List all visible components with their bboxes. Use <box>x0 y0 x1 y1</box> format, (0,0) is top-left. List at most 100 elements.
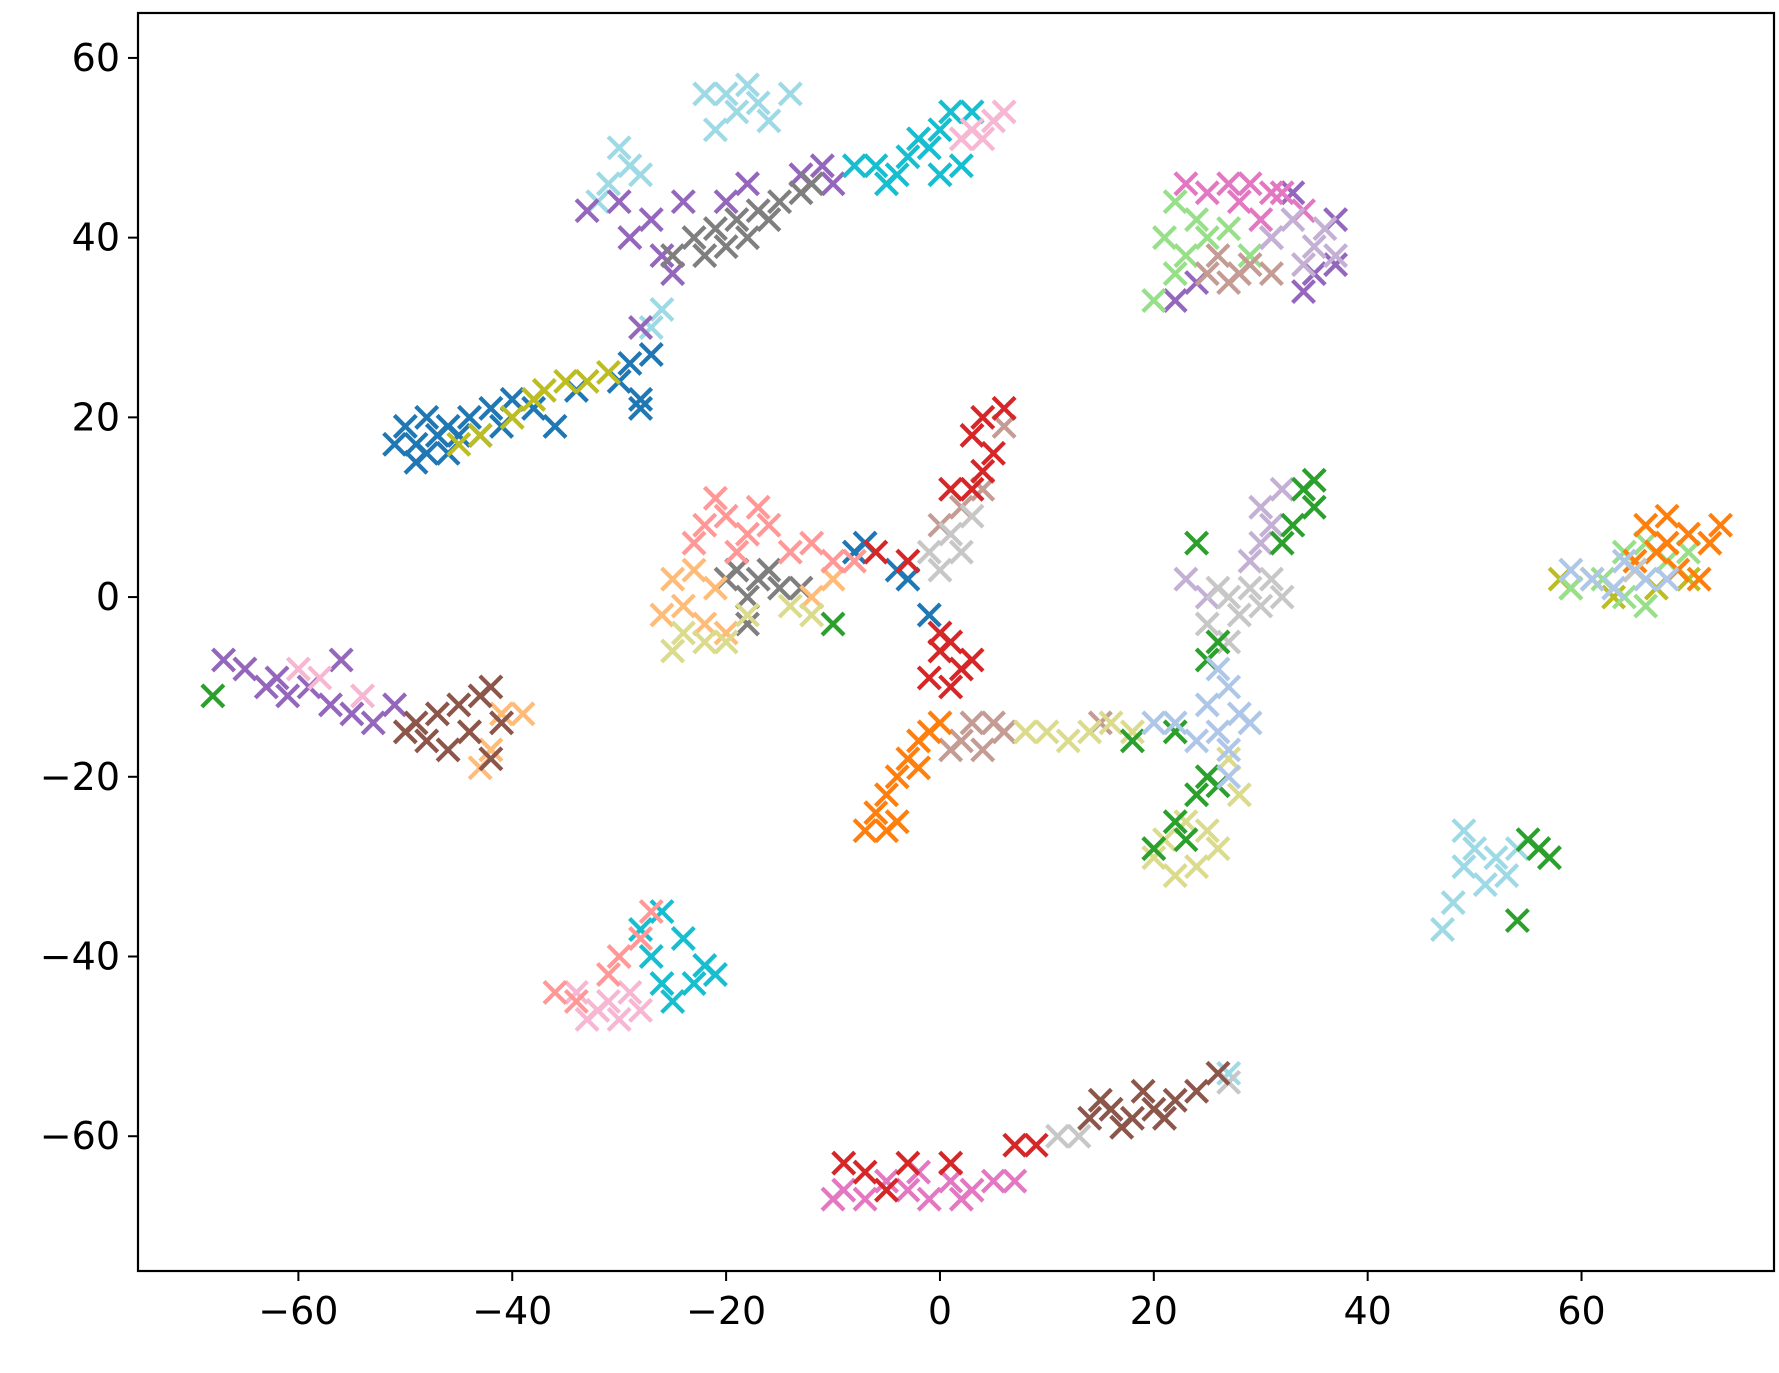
data-point <box>1162 261 1188 287</box>
data-point <box>959 422 985 448</box>
data-point <box>1162 1087 1188 1113</box>
data-point <box>628 315 654 340</box>
data-point <box>478 737 504 763</box>
data-point <box>638 341 664 367</box>
data-point <box>628 162 654 188</box>
data-point <box>713 234 739 260</box>
data-point <box>446 692 472 718</box>
data-point <box>916 1186 942 1212</box>
data-point <box>1162 719 1188 745</box>
data-point <box>820 171 846 197</box>
data-point <box>735 602 760 628</box>
data-point <box>692 81 718 107</box>
data-point <box>916 602 942 628</box>
data-point <box>1087 1087 1113 1113</box>
data-point <box>1323 252 1349 278</box>
data-point <box>895 1150 921 1176</box>
data-point <box>1248 593 1274 619</box>
data-point <box>1194 611 1220 637</box>
data-point <box>970 476 996 502</box>
data-point <box>874 171 899 197</box>
data-point <box>1216 764 1242 790</box>
data-point <box>1269 584 1295 610</box>
data-point <box>510 701 536 727</box>
data-point <box>660 566 686 592</box>
data-point <box>521 395 547 421</box>
data-point <box>938 1168 964 1194</box>
data-point <box>1184 728 1210 754</box>
data-point <box>1226 189 1252 215</box>
y-tick-label: 40 <box>72 216 120 260</box>
data-point <box>1034 719 1060 745</box>
data-point <box>435 737 461 763</box>
data-point <box>1258 261 1284 287</box>
data-point <box>927 557 953 583</box>
data-point <box>606 135 632 161</box>
data-point <box>1483 845 1509 871</box>
y-axis: −60 −40 −20 0 20 40 60 <box>40 36 138 1158</box>
y-tick-label: 60 <box>72 36 120 80</box>
data-point <box>692 629 718 655</box>
data-point <box>1430 917 1456 943</box>
data-point <box>1077 1105 1103 1131</box>
data-point <box>735 171 760 197</box>
data-point <box>713 189 739 215</box>
data-point <box>1301 234 1327 260</box>
data-point <box>1237 243 1263 269</box>
data-point <box>1258 225 1284 251</box>
data-point <box>638 944 664 969</box>
data-point <box>1280 207 1306 233</box>
data-point <box>1440 890 1466 916</box>
data-point <box>852 1159 878 1185</box>
data-point <box>702 961 728 987</box>
data-point <box>799 171 825 197</box>
data-point <box>478 746 504 772</box>
data-point <box>1654 503 1680 529</box>
x-tick-label: 0 <box>928 1289 952 1333</box>
data-point <box>1494 863 1520 889</box>
data-point <box>767 189 793 215</box>
plot-frame <box>136 11 1776 1273</box>
data-point <box>499 386 525 412</box>
data-point <box>1633 566 1659 592</box>
data-point <box>777 593 803 619</box>
data-point <box>1162 809 1188 835</box>
data-point <box>1226 782 1252 808</box>
data-point <box>692 243 718 269</box>
data-point <box>938 1150 964 1176</box>
data-point <box>970 404 996 430</box>
data-point <box>574 368 600 394</box>
data-point <box>681 557 707 583</box>
data-point <box>1162 189 1188 215</box>
data-point <box>1633 512 1659 538</box>
data-point <box>563 979 589 1005</box>
data-point <box>1558 557 1584 583</box>
data-point <box>1579 566 1605 592</box>
data-point <box>1119 719 1145 745</box>
data-point <box>713 503 739 529</box>
data-point <box>1184 530 1210 556</box>
data-point <box>542 979 568 1005</box>
data-point <box>713 620 739 646</box>
data-point <box>1301 467 1327 493</box>
data-point <box>735 72 760 98</box>
data-point <box>1291 279 1317 305</box>
data-point <box>478 674 504 700</box>
data-point <box>1280 512 1306 538</box>
data-point <box>1462 836 1488 862</box>
data-point <box>1216 1060 1242 1086</box>
data-point <box>617 979 643 1005</box>
data-point <box>756 207 782 233</box>
data-point <box>1162 863 1188 889</box>
data-point <box>692 512 718 538</box>
data-point <box>649 243 675 269</box>
data-point <box>660 261 686 287</box>
data-point <box>809 153 835 179</box>
data-point <box>777 81 803 107</box>
data-point <box>489 701 515 727</box>
data-point <box>1130 1078 1156 1104</box>
data-point <box>895 144 921 170</box>
data-point <box>1323 243 1349 269</box>
data-point <box>628 395 654 421</box>
